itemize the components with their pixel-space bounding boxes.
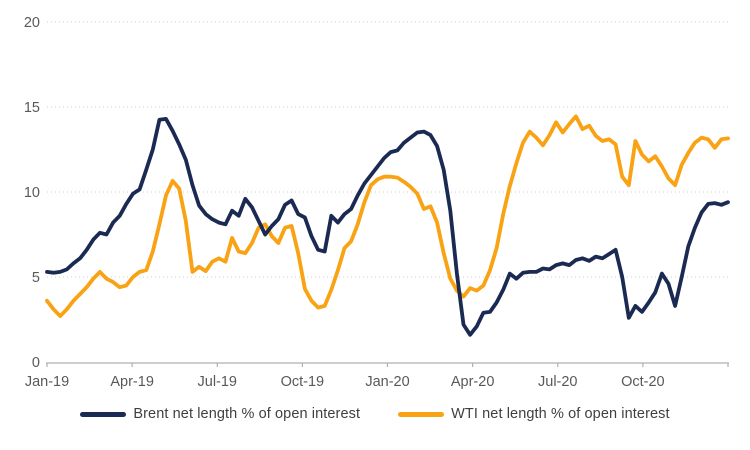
y-axis-tick-label: 10 — [24, 185, 40, 201]
wti-series-line — [45, 114, 730, 319]
x-axis-tick-label: Oct-20 — [621, 374, 665, 390]
y-axis-tick-label: 0 — [32, 355, 40, 371]
x-axis-tick-label: Apr-19 — [110, 374, 154, 390]
brent-line-swatch-icon — [80, 411, 127, 417]
brent-series-line — [45, 117, 730, 337]
legend: Brent net length % of open interest WTI … — [0, 406, 750, 422]
legend-item-brent: Brent net length % of open interest — [80, 406, 360, 422]
legend-item-wti: WTI net length % of open interest — [398, 406, 670, 422]
x-axis-tick-label: Jul-20 — [538, 374, 578, 390]
x-axis-tick-label: Jan-20 — [365, 374, 409, 390]
wti-legend-label: WTI net length % of open interest — [451, 406, 670, 422]
y-axis-tick-label: 15 — [24, 100, 40, 116]
y-axis-tick-label: 5 — [32, 270, 40, 286]
wti-line-swatch-icon — [398, 411, 445, 417]
x-axis-tick-label: Jan-19 — [25, 374, 69, 390]
x-axis-tick-label: Jul-19 — [198, 374, 238, 390]
x-axis-tick-label: Oct-19 — [281, 374, 325, 390]
brent-legend-label: Brent net length % of open interest — [133, 406, 361, 422]
y-axis-tick-label: 20 — [24, 15, 40, 31]
x-axis-tick-label: Apr-20 — [451, 374, 495, 390]
